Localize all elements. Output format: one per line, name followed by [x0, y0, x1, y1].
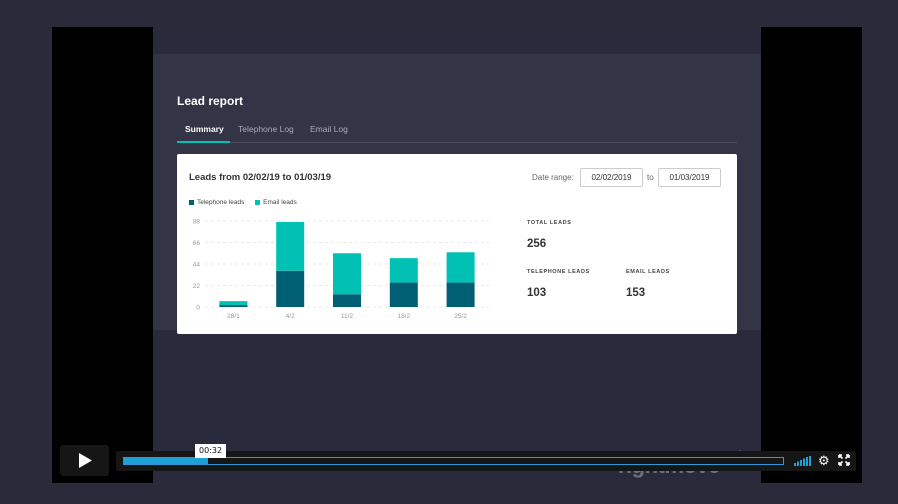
y-tick-label: 44 — [193, 262, 201, 269]
time-tooltip: 00:32 — [195, 444, 227, 458]
x-tick-label: 11/2 — [341, 313, 354, 320]
telephone-leads-label: TELEPHONE LEADS — [527, 269, 590, 275]
legend-label-email: Email leads — [263, 199, 297, 206]
total-leads-label: TOTAL LEADS — [527, 220, 572, 226]
date-range-label: Date range: — [532, 173, 574, 182]
y-tick-label: 88 — [193, 219, 201, 226]
lead-report-panel: Lead report Summary Telephone Log Email … — [153, 54, 761, 334]
video-frame: Lead report Summary Telephone Log Email … — [153, 27, 761, 483]
legend-telephone: Telephone leads — [189, 199, 244, 206]
tab-bar: Summary Telephone Log Email Log — [177, 117, 737, 143]
total-leads-value: 256 — [527, 238, 547, 250]
bar-telephone — [389, 282, 418, 307]
email-leads-value: 153 — [626, 287, 646, 299]
y-tick-label: 0 — [196, 305, 200, 312]
play-icon — [79, 453, 92, 468]
gear-icon[interactable]: ⚙ — [818, 453, 830, 468]
bar-telephone — [333, 294, 361, 307]
x-tick-label: 25/2 — [454, 313, 467, 320]
card-title: Leads from 02/02/19 to 01/03/19 — [189, 172, 332, 183]
bar-email — [219, 301, 248, 306]
x-tick-label: 4/2 — [286, 313, 295, 320]
tab-telephone-log[interactable]: Telephone Log — [238, 124, 294, 134]
progress-bar[interactable] — [123, 457, 784, 465]
date-to-label: to — [647, 173, 654, 182]
control-bar: 00:32 ⚙ — [116, 444, 856, 471]
bar-telephone — [219, 305, 248, 307]
player-controls: 00:32 ⚙ — [52, 444, 862, 478]
date-from-input[interactable]: 02/02/2019 — [580, 168, 643, 187]
legend-swatch-email — [255, 199, 261, 205]
legend-label-telephone: Telephone leads — [197, 199, 245, 206]
bar-telephone — [276, 270, 305, 307]
bar-email — [333, 253, 361, 295]
legend-email: Email leads — [255, 199, 297, 206]
y-tick-label: 66 — [193, 240, 201, 247]
video-player[interactable]: Lead report Summary Telephone Log Email … — [52, 27, 862, 483]
chart-legend: Telephone leads Email leads — [189, 199, 306, 206]
active-tab-indicator — [177, 141, 230, 143]
volume-icon[interactable] — [794, 456, 812, 466]
progress-fill — [124, 458, 208, 464]
tab-summary[interactable]: Summary — [185, 124, 224, 134]
email-leads-label: EMAIL LEADS — [626, 269, 670, 275]
play-button[interactable] — [60, 445, 109, 476]
fullscreen-icon[interactable] — [838, 454, 850, 466]
leads-card: Leads from 02/02/19 to 01/03/19 Date ran… — [177, 154, 737, 334]
legend-swatch-telephone — [189, 199, 194, 205]
telephone-leads-value: 103 — [527, 287, 547, 299]
date-to-input[interactable]: 01/03/2019 — [658, 168, 721, 187]
page-title: Lead report — [177, 94, 244, 108]
bar-email — [389, 258, 418, 283]
x-tick-label: 18/2 — [397, 313, 410, 320]
bar-email — [446, 252, 475, 283]
leads-bar-chart: 0 22 44 66 88 28/1 4/2 11/2 18/2 25/2 — [193, 219, 489, 320]
y-tick-label: 22 — [193, 283, 201, 290]
bar-email — [276, 221, 305, 271]
x-tick-label: 28/1 — [227, 313, 240, 320]
tab-email-log[interactable]: Email Log — [310, 124, 348, 134]
bar-telephone — [446, 282, 475, 307]
